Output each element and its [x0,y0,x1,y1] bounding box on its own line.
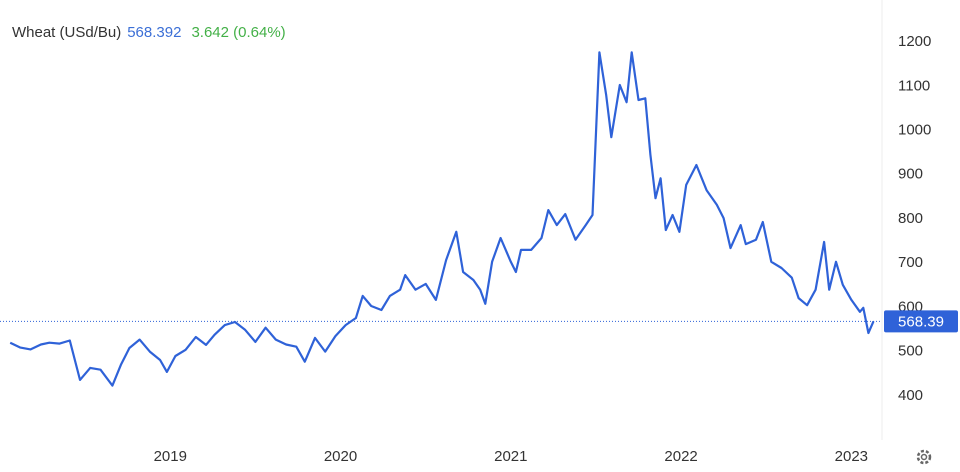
price-line [9,51,875,387]
y-tick-label: 1000 [898,121,931,138]
y-tick-label: 500 [898,343,923,360]
y-tick-label: 1200 [898,33,931,50]
settings-icon[interactable] [916,449,932,465]
y-tick-label: 1100 [898,77,930,94]
price: 568.392 [127,24,181,41]
last-price-box [884,310,958,333]
last-price-label: 568.39 [898,313,944,330]
x-tick-label: 2019 [154,448,187,465]
x-tick-label: 2021 [494,448,527,465]
chart-title: Wheat (USd/Bu) 568.392 3.642 (0.64%) [12,24,286,41]
instrument: Wheat (USd/Bu) [12,24,121,41]
change: 3.642 (0.64%) [191,24,285,41]
x-tick-label: 2023 [835,448,868,465]
y-tick-label: 800 [898,210,923,227]
y-tick-label: 700 [898,254,923,271]
y-tick-label: 900 [898,166,923,183]
x-tick-label: 2022 [664,448,697,465]
y-tick-label: 400 [898,387,923,404]
x-tick-label: 2020 [324,448,357,465]
